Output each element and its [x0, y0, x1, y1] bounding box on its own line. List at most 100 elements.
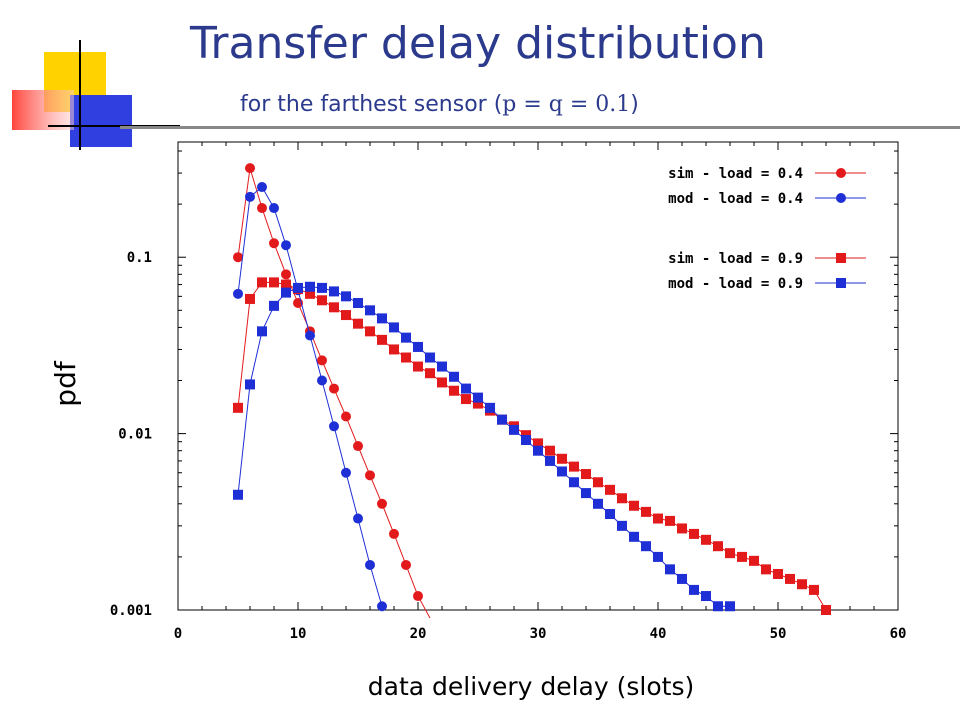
data-point [413, 591, 423, 602]
axis-ticks [177, 142, 899, 611]
data-point [485, 402, 495, 413]
data-point [617, 520, 627, 531]
data-point [341, 411, 351, 422]
legend-label: sim - load = 0.9 [668, 251, 803, 267]
data-point [233, 252, 243, 263]
data-point [449, 385, 459, 396]
data-point [329, 383, 339, 394]
data-point [713, 541, 723, 552]
data-point [557, 466, 567, 477]
data-point [701, 591, 711, 602]
data-point [701, 534, 711, 545]
data-point [281, 269, 291, 280]
data-point [569, 461, 579, 472]
legend-label: sim - load = 0.4 [668, 166, 803, 182]
data-point [401, 332, 411, 343]
x-tick-label: 20 [410, 626, 427, 642]
data-point [317, 295, 327, 306]
data-point [281, 287, 291, 298]
data-point [437, 377, 447, 388]
data-point [545, 455, 555, 466]
subtitle-suffix: ) [630, 92, 639, 117]
data-point [425, 368, 435, 379]
data-point [245, 191, 255, 202]
data-point [629, 531, 639, 542]
y-tick-label: 0.01 [118, 427, 152, 443]
data-point [329, 286, 339, 297]
data-point [641, 506, 651, 517]
data-point [497, 414, 507, 425]
series-3 [233, 281, 735, 612]
slide-subtitle: for the farthest sensor (p = q = 0.1) [240, 92, 639, 117]
data-point [677, 573, 687, 584]
data-point [401, 352, 411, 363]
y-axis-label: pdf [49, 360, 82, 407]
data-point [737, 551, 747, 562]
data-point [293, 282, 303, 293]
data-point [257, 277, 267, 288]
data-point [473, 392, 483, 403]
slide-title: Transfer delay distribution [190, 18, 766, 69]
data-point [329, 421, 339, 432]
data-point [413, 341, 423, 352]
data-point [269, 203, 279, 214]
data-point [245, 293, 255, 304]
data-point [425, 352, 435, 363]
data-point [677, 523, 687, 534]
x-axis-label: data delivery delay (slots) [368, 672, 694, 701]
data-point [269, 277, 279, 288]
data-point [533, 438, 543, 449]
data-point [377, 601, 387, 612]
data-point [581, 469, 591, 480]
data-point [629, 500, 639, 511]
data-point [317, 355, 327, 366]
data-point [353, 513, 363, 524]
legend-label: mod - load = 0.4 [668, 191, 803, 207]
data-point [509, 424, 519, 435]
x-tick-label: 40 [650, 626, 667, 642]
data-point [689, 584, 699, 595]
data-point [269, 300, 279, 311]
series-layer [233, 163, 831, 619]
data-point [305, 281, 315, 292]
legend-marker [836, 193, 846, 203]
data-point [449, 371, 459, 382]
data-point [353, 298, 363, 309]
data-point [269, 238, 279, 249]
data-point [353, 441, 363, 452]
data-point [605, 484, 615, 495]
data-point [473, 398, 483, 409]
data-point [437, 361, 447, 372]
legend-marker [836, 253, 846, 263]
data-point [665, 515, 675, 526]
data-point [341, 467, 351, 478]
subtitle-prefix: for the farthest sensor ( [240, 92, 503, 117]
series-1 [233, 182, 387, 612]
data-point [593, 477, 603, 488]
data-point [233, 288, 243, 299]
series-line [237, 186, 383, 607]
data-point [245, 379, 255, 390]
data-point [557, 453, 567, 464]
legend: sim - load = 0.4 mod - load = 0.4 sim - lo… [668, 166, 866, 292]
deco-red-square [12, 90, 74, 130]
data-point [821, 605, 831, 615]
data-point [257, 182, 267, 193]
y-tick-labels: 0.001 0.01 0.1 [110, 250, 152, 619]
data-point [725, 548, 735, 559]
data-point [389, 344, 399, 355]
data-point [773, 568, 783, 579]
data-point [461, 394, 471, 405]
data-point [365, 326, 375, 337]
data-point [365, 470, 375, 481]
y-tick-label: 0.001 [110, 603, 152, 619]
legend-label: mod - load = 0.9 [668, 276, 803, 292]
data-point [749, 555, 759, 566]
data-point [461, 383, 471, 394]
data-point [377, 498, 387, 509]
data-point [305, 288, 315, 299]
data-point [281, 279, 291, 290]
data-point [665, 564, 675, 575]
data-point [389, 528, 399, 539]
data-point [533, 445, 543, 456]
